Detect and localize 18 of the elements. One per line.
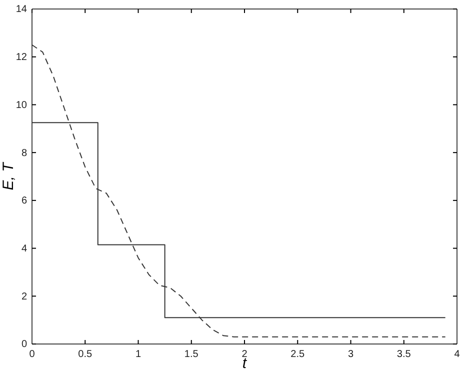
x-tick-label: 1	[135, 349, 142, 360]
line-series	[32, 44, 446, 338]
y-tick-label: 2	[21, 291, 28, 302]
x-tick-label: 4	[454, 349, 460, 360]
y-tick-label: 0	[21, 339, 28, 350]
x-tick-label: 3.5	[396, 349, 412, 360]
x-tick-label: 3	[348, 349, 354, 360]
y-tick-label: 8	[21, 148, 28, 159]
y-tick-label: 10	[16, 100, 28, 111]
y-tick-label: 12	[16, 52, 28, 64]
x-tick-label: 0	[29, 349, 36, 360]
x-tick-label: 2.5	[290, 349, 306, 360]
y-axis-title: E, T	[0, 160, 17, 190]
y-tick-label: 14	[16, 4, 28, 16]
x-tick-label: 1.5	[184, 349, 199, 360]
x-tick-label: 0.5	[78, 349, 93, 360]
y-tick-label: 6	[21, 196, 28, 207]
y-tick-label: 4	[21, 243, 28, 254]
